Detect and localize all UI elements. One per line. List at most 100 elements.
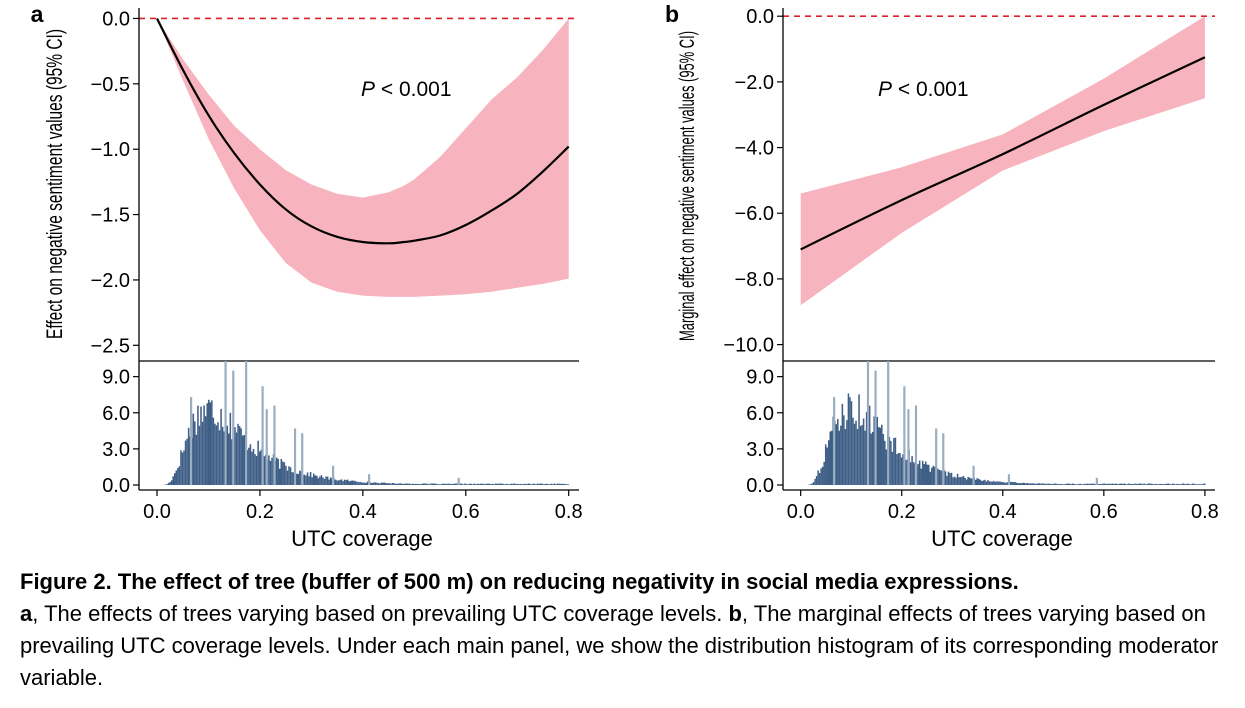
histogram-bar — [1014, 482, 1016, 485]
histogram-bar — [1170, 484, 1173, 485]
histogram-bar — [567, 484, 570, 485]
histogram-bar — [1002, 481, 1004, 485]
histogram-bar — [377, 482, 380, 485]
histogram-bar — [207, 399, 210, 485]
histogram-bar — [1176, 483, 1179, 485]
histogram-bar — [934, 466, 936, 485]
histogram-bar — [376, 482, 378, 485]
histogram-bar — [289, 467, 292, 485]
histogram-bar — [470, 483, 472, 485]
histogram-bar — [956, 473, 959, 485]
histogram-bar — [859, 426, 862, 485]
histogram-bar — [255, 456, 258, 485]
histogram-bar — [1129, 484, 1132, 485]
histogram-bar — [952, 477, 954, 485]
histogram-bar — [1064, 484, 1066, 485]
histogram-bar — [411, 483, 414, 485]
histogram-bar — [978, 478, 980, 485]
histogram-bar — [979, 479, 982, 485]
histogram-bar — [1087, 483, 1089, 485]
histogram-bar — [923, 464, 925, 485]
effect-line — [800, 56, 1206, 251]
histogram-bar — [478, 483, 480, 485]
histogram-bar — [868, 405, 871, 485]
histogram-bar — [1099, 484, 1101, 485]
histogram-bar — [484, 483, 486, 485]
histogram-bar — [1169, 483, 1171, 485]
histogram-bar — [385, 483, 388, 485]
histogram-bar — [370, 482, 372, 485]
histogram-bar — [1078, 483, 1080, 485]
caption-label-a: a — [20, 601, 33, 626]
histogram-bar — [509, 484, 511, 485]
hist-y-tick-label: 3.0 — [746, 439, 774, 461]
histogram-bar — [538, 483, 540, 485]
histogram-bar — [536, 483, 539, 485]
histogram-bar — [1156, 484, 1159, 485]
hist-y-tick-label: 6.0 — [746, 403, 774, 425]
histogram-bar — [1082, 484, 1085, 485]
histogram-bar — [1011, 481, 1013, 485]
histogram-bar — [1164, 484, 1166, 485]
histogram-bar — [1143, 483, 1145, 485]
histogram-bar — [380, 482, 383, 485]
histogram-bar — [932, 465, 935, 485]
histogram-bar — [456, 483, 459, 485]
histogram-bar — [988, 481, 991, 485]
histogram-bar — [1079, 483, 1082, 485]
histogram-bar — [564, 484, 567, 485]
histogram-bar — [888, 437, 891, 485]
histogram-bar — [170, 480, 173, 485]
histogram-bar — [297, 474, 300, 485]
histogram-bar — [870, 433, 872, 485]
y-tick-label: −1.0 — [91, 139, 130, 161]
histogram-bar — [476, 483, 479, 485]
histogram-bar — [1125, 484, 1127, 485]
histogram-bar — [831, 430, 833, 485]
histogram-bar — [447, 483, 449, 485]
histogram-bar — [1065, 483, 1068, 485]
histogram-bar — [495, 483, 497, 485]
histogram-bar — [1056, 484, 1059, 485]
histogram-bar — [1203, 483, 1206, 485]
histogram-bar — [561, 484, 564, 485]
histogram-bar — [407, 483, 409, 485]
histogram-bar — [194, 421, 196, 485]
histogram-bar — [326, 476, 329, 485]
histogram-bar — [388, 483, 391, 485]
histogram-spike — [1007, 474, 1011, 485]
histogram-bar — [419, 484, 422, 485]
histogram-bar — [1122, 483, 1124, 485]
histogram-bar — [299, 470, 301, 485]
histogram-bar — [1038, 483, 1041, 485]
histogram-bar — [234, 427, 236, 485]
histogram-spike — [232, 370, 235, 485]
histogram-bar — [481, 483, 483, 485]
y-tick-label: −2.0 — [91, 270, 130, 292]
histogram-bar — [940, 470, 942, 485]
histogram-bar — [897, 453, 900, 485]
histogram-bar — [1199, 484, 1201, 485]
y-tick-label: 0.0 — [746, 6, 774, 28]
x-tick-label: 0.0 — [143, 501, 171, 523]
histogram-bar — [1015, 482, 1018, 485]
histogram-bar — [444, 483, 446, 485]
histogram-bar — [485, 483, 488, 485]
histogram-bar — [981, 480, 983, 485]
histogram-bar — [541, 483, 543, 485]
histogram-bar — [959, 477, 962, 485]
histogram-bar — [502, 484, 505, 485]
histogram-bar — [1196, 484, 1198, 485]
histogram-bar — [550, 483, 553, 485]
histogram-bar — [1076, 484, 1079, 485]
histogram-bar — [424, 483, 426, 485]
histogram-bar — [192, 413, 195, 485]
histogram-spike — [301, 433, 304, 485]
histogram-bar — [1114, 483, 1116, 485]
histogram-bar — [204, 416, 207, 485]
histogram-bar — [254, 454, 256, 485]
histogram-bar — [1119, 483, 1121, 485]
histogram-bar — [924, 461, 927, 485]
histogram-bar — [1181, 483, 1183, 485]
